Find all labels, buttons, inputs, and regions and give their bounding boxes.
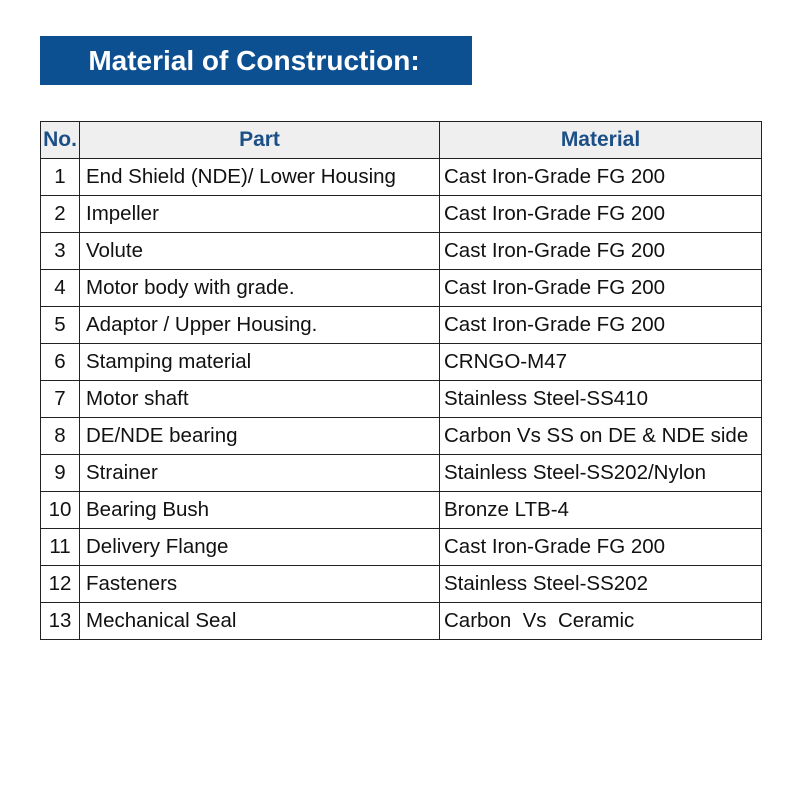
table-row: 11 Delivery Flange Cast Iron-Grade FG 200 <box>40 528 762 566</box>
table-row: 3 Volute Cast Iron-Grade FG 200 <box>40 232 762 270</box>
table-row: 2 Impeller Cast Iron-Grade FG 200 <box>40 195 762 233</box>
table-row: 1 End Shield (NDE)/ Lower Housing Cast Iro… <box>40 158 762 196</box>
part-cell: Volute <box>79 232 440 270</box>
row-number: 6 <box>40 343 80 381</box>
row-number: 3 <box>40 232 80 270</box>
part-cell: Impeller <box>79 195 440 233</box>
header-part: Part <box>79 121 440 159</box>
table-row: 9 Strainer Stainless Steel-SS202/Nylon <box>40 454 762 492</box>
material-cell: Carbon Vs Ceramic <box>439 602 762 640</box>
row-number: 8 <box>40 417 80 455</box>
table-row: 4 Motor body with grade. Cast Iron-Grade F… <box>40 269 762 307</box>
part-cell: Stamping material <box>79 343 440 381</box>
material-cell: Bronze LTB-4 <box>439 491 762 529</box>
part-cell: End Shield (NDE)/ Lower Housing <box>79 158 440 196</box>
table-row: 8 DE/NDE bearing Carbon Vs SS on DE & NDE … <box>40 417 762 455</box>
table-row: 13 Mechanical Seal Carbon Vs Ceramic <box>40 602 762 640</box>
part-cell: Motor body with grade. <box>79 269 440 307</box>
part-cell: Fasteners <box>79 565 440 603</box>
material-cell: Cast Iron-Grade FG 200 <box>439 232 762 270</box>
row-number: 7 <box>40 380 80 418</box>
table-header-row: No. Part Material <box>40 121 762 159</box>
row-number: 5 <box>40 306 80 344</box>
material-cell: Carbon Vs SS on DE & NDE side <box>439 417 762 455</box>
part-cell: Bearing Bush <box>79 491 440 529</box>
row-number: 1 <box>40 158 80 196</box>
material-cell: Cast Iron-Grade FG 200 <box>439 195 762 233</box>
material-cell: CRNGO-M47 <box>439 343 762 381</box>
part-cell: Strainer <box>79 454 440 492</box>
row-number: 4 <box>40 269 80 307</box>
section-title-banner: Material of Construction: <box>40 36 472 85</box>
row-number: 10 <box>40 491 80 529</box>
table-row: 12 Fasteners Stainless Steel-SS202 <box>40 565 762 603</box>
material-cell: Cast Iron-Grade FG 200 <box>439 306 762 344</box>
table-row: 7 Motor shaft Stainless Steel-SS410 <box>40 380 762 418</box>
part-cell: DE/NDE bearing <box>79 417 440 455</box>
material-cell: Cast Iron-Grade FG 200 <box>439 269 762 307</box>
material-cell: Stainless Steel-SS202/Nylon <box>439 454 762 492</box>
part-cell: Adaptor / Upper Housing. <box>79 306 440 344</box>
row-number: 11 <box>40 528 80 566</box>
row-number: 12 <box>40 565 80 603</box>
header-no: No. <box>40 121 80 159</box>
table-row: 10 Bearing Bush Bronze LTB-4 <box>40 491 762 529</box>
row-number: 9 <box>40 454 80 492</box>
header-material: Material <box>439 121 762 159</box>
materials-table: No. Part Material 1 End Shield (NDE)/ Low… <box>40 121 762 640</box>
row-number: 2 <box>40 195 80 233</box>
table-row: 5 Adaptor / Upper Housing. Cast Iron-Grade… <box>40 306 762 344</box>
part-cell: Mechanical Seal <box>79 602 440 640</box>
material-cell: Cast Iron-Grade FG 200 <box>439 528 762 566</box>
material-cell: Cast Iron-Grade FG 200 <box>439 158 762 196</box>
part-cell: Delivery Flange <box>79 528 440 566</box>
material-cell: Stainless Steel-SS202 <box>439 565 762 603</box>
table-row: 6 Stamping material CRNGO-M47 <box>40 343 762 381</box>
row-number: 13 <box>40 602 80 640</box>
part-cell: Motor shaft <box>79 380 440 418</box>
material-cell: Stainless Steel-SS410 <box>439 380 762 418</box>
